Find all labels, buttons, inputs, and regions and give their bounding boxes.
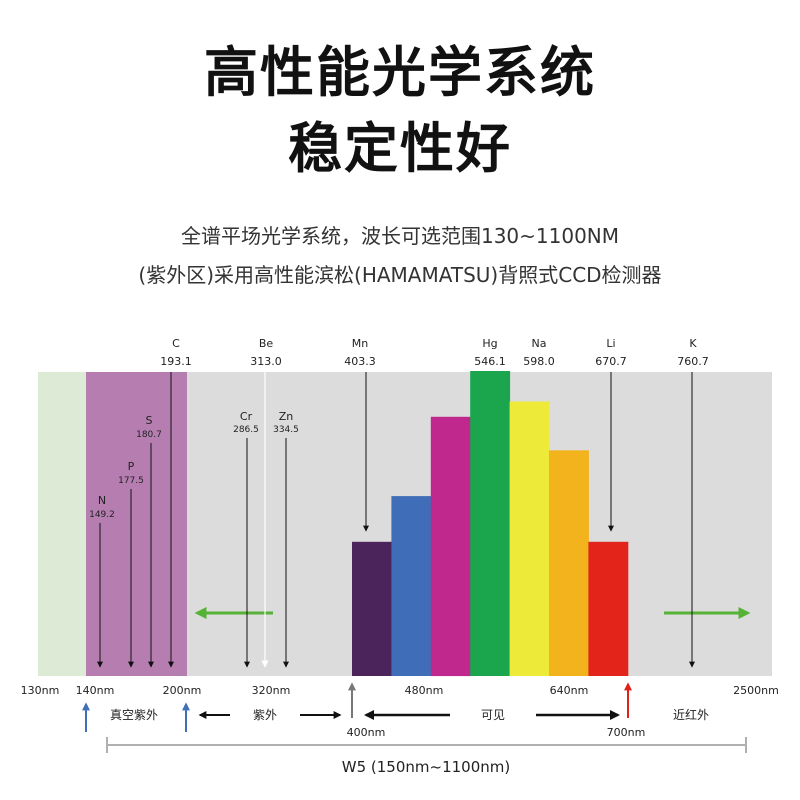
spectrum-bar-5 (509, 401, 550, 676)
region-visible: 可见 (481, 708, 505, 722)
tick-320nm: 320nm (252, 684, 291, 697)
tick-140nm: 140nm (76, 684, 115, 697)
tick-480nm: 480nm (405, 684, 444, 697)
region-near-ir: 近红外 (673, 707, 709, 722)
element-cr-wavelength: 286.5 (233, 425, 259, 435)
element-li-symbol: Li (606, 337, 615, 350)
tick-130nm: 130nm (21, 684, 60, 697)
element-hg-wavelength: 546.1 (474, 355, 506, 368)
element-zn-wavelength: 334.5 (273, 425, 299, 435)
element-mn-symbol: Mn (352, 337, 368, 350)
element-li-wavelength: 670.7 (595, 355, 627, 368)
spectrum-bar-7 (588, 541, 629, 676)
tick-2500nm: 2500nm (733, 684, 779, 697)
title-line-1: 高性能光学系统 (204, 41, 596, 104)
element-na-wavelength: 598.0 (523, 355, 555, 368)
element-p-wavelength: 177.5 (118, 476, 144, 486)
title-line-2: 稳定性好 (288, 117, 512, 180)
spectrum-bar-2 (391, 496, 432, 676)
element-c-symbol: C (172, 337, 180, 350)
element-n-wavelength: 149.2 (89, 510, 115, 520)
element-be-wavelength: 313.0 (250, 355, 282, 368)
description-line-2: (紫外区)采用高性能滨松(HAMAMATSU)背照式CCD检测器 (138, 263, 662, 287)
spectrum-bar-3 (430, 416, 471, 677)
vacuum-uv-band (38, 372, 86, 676)
element-mn-wavelength: 403.3 (344, 355, 376, 368)
element-c-wavelength: 193.1 (160, 355, 192, 368)
element-s-symbol: S (146, 414, 153, 427)
uv-band (86, 372, 187, 676)
element-p-symbol: P (128, 460, 135, 473)
element-n-symbol: N (98, 494, 106, 507)
spectrum-bar-6 (549, 450, 589, 676)
element-be-symbol: Be (259, 337, 274, 350)
spectrum-bars (352, 371, 629, 677)
tick-200nm: 200nm (163, 684, 202, 697)
range-label: W5 (150nm~1100nm) (342, 758, 510, 776)
element-k-wavelength: 760.7 (677, 355, 709, 368)
region-vacuum-uv: 真空紫外 (110, 708, 158, 722)
element-s-wavelength: 180.7 (136, 430, 162, 440)
spectrum-bar-4 (470, 371, 511, 676)
element-na-symbol: Na (532, 337, 547, 350)
tick-640nm: 640nm (550, 684, 589, 697)
marker-700nm-label: 700nm (607, 726, 646, 739)
element-k-symbol: K (689, 337, 697, 350)
element-cr-symbol: Cr (240, 410, 253, 423)
description-line-1: 全谱平场光学系统，波长可选范围130~1100NM (180, 224, 620, 248)
region-uv: 紫外 (253, 708, 277, 722)
element-hg-symbol: Hg (482, 337, 497, 350)
element-zn-symbol: Zn (279, 410, 294, 423)
marker-400nm-label: 400nm (347, 726, 386, 739)
spectrum-bar-1 (352, 541, 392, 676)
